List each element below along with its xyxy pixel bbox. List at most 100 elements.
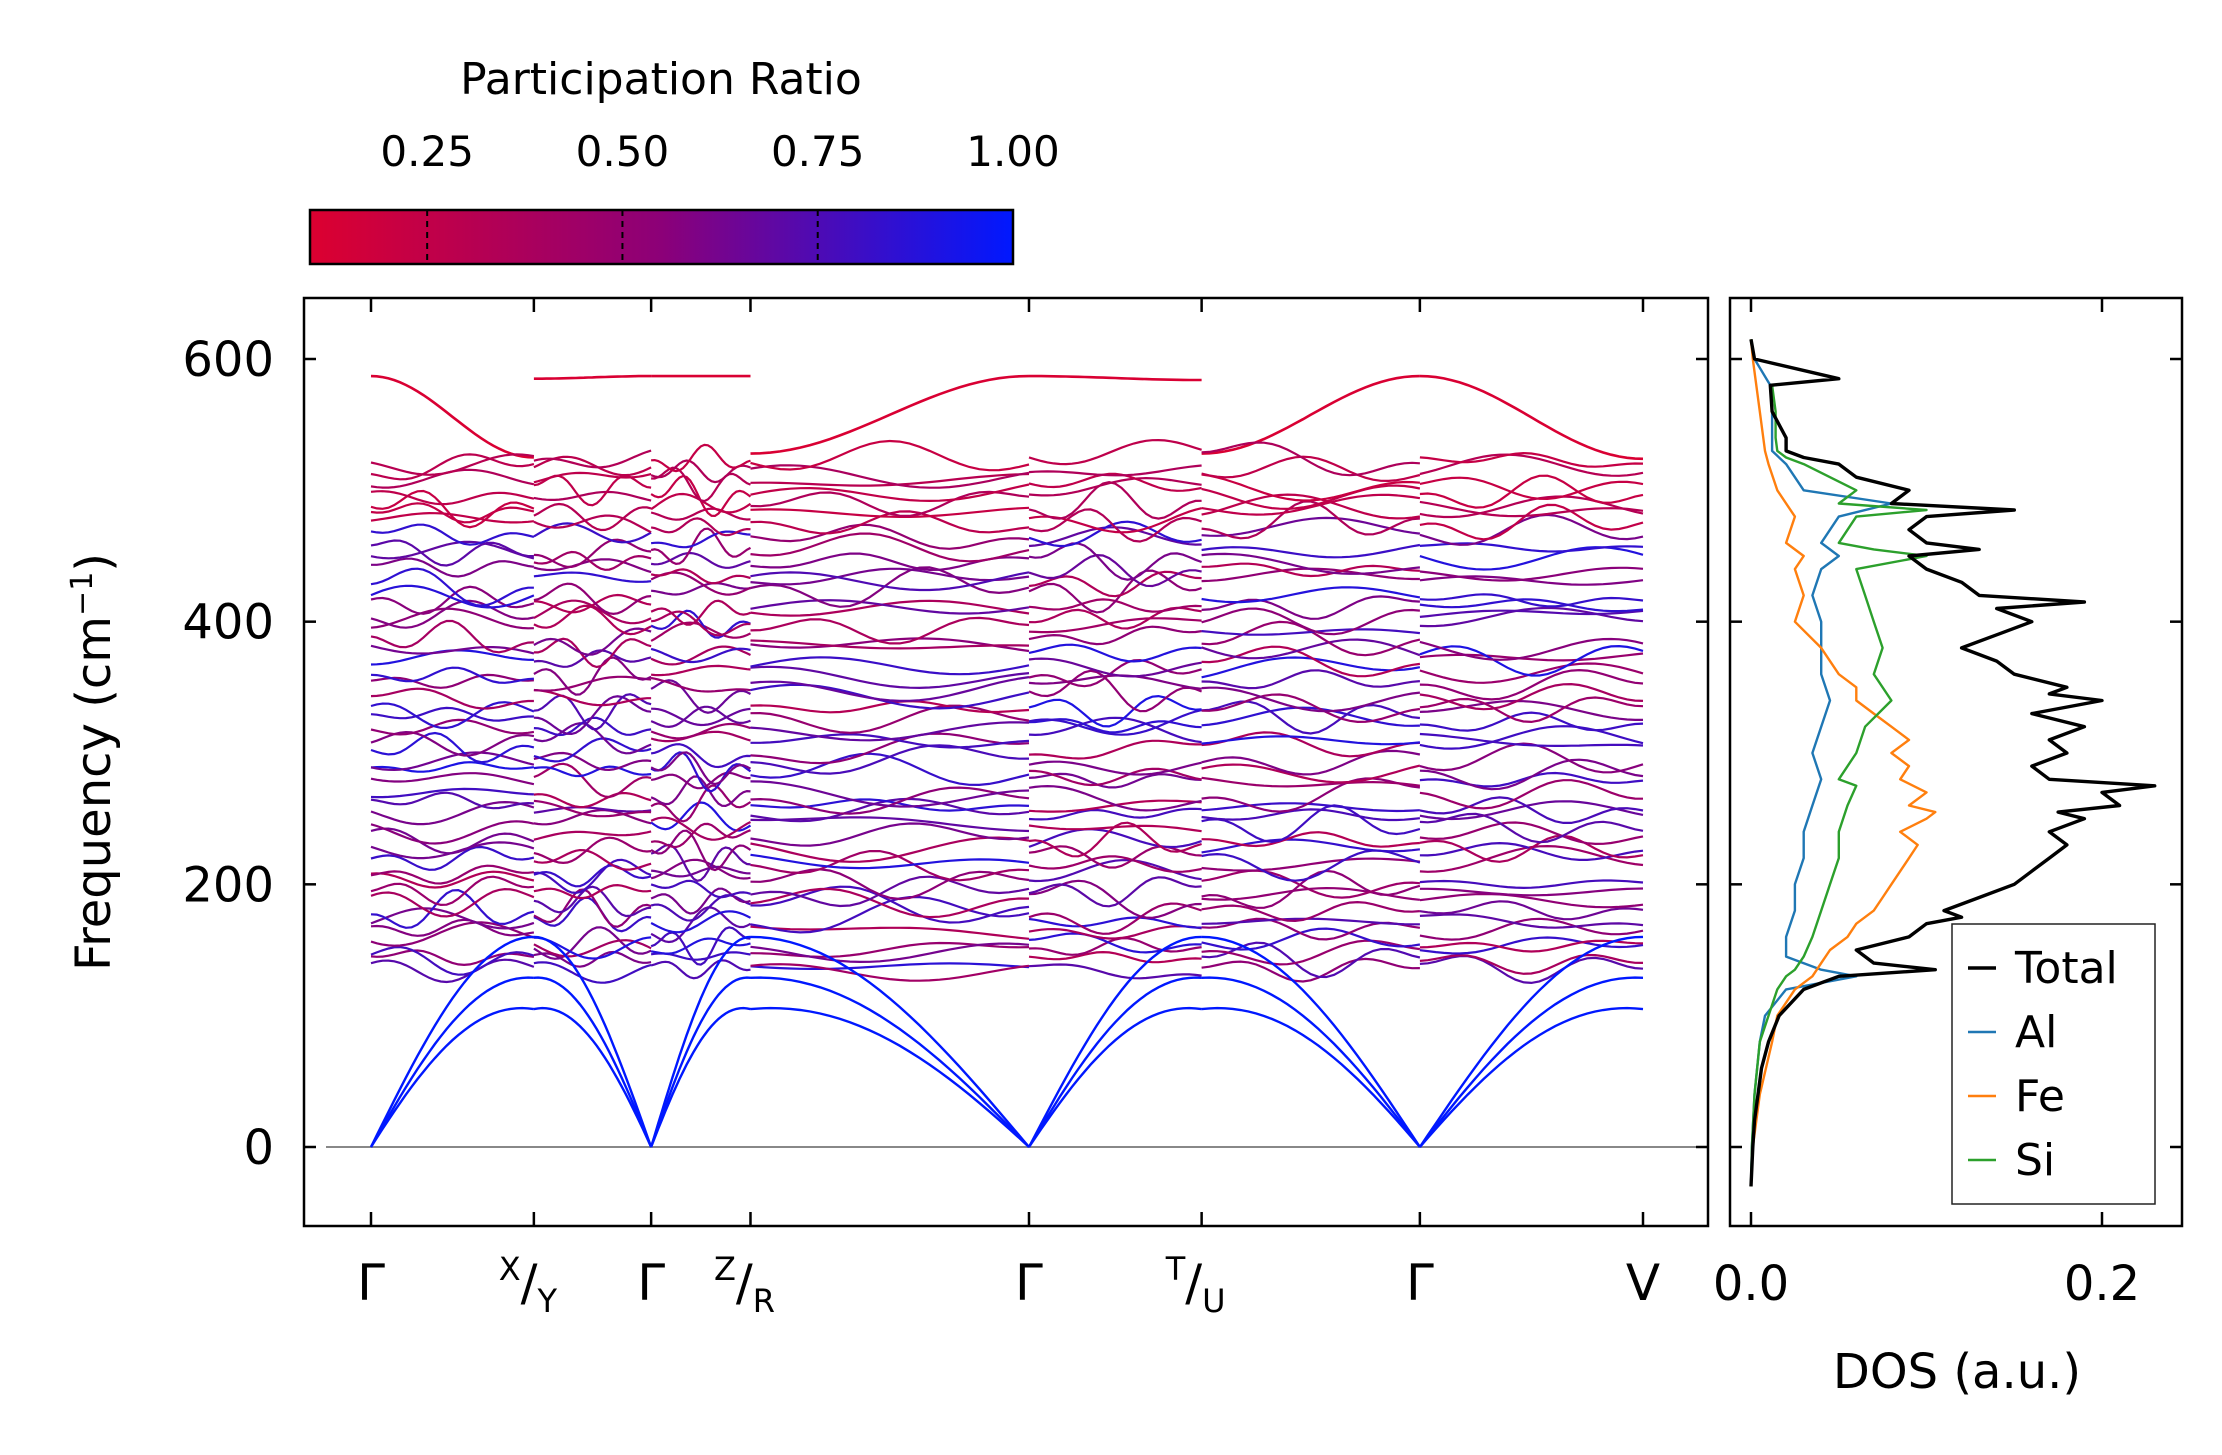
acoustic-band-line bbox=[1201, 935, 1421, 1148]
band-line bbox=[1028, 520, 1202, 548]
band-line bbox=[1028, 472, 1202, 492]
dos-curve-total bbox=[1749, 339, 2157, 1187]
band-line bbox=[750, 656, 1030, 676]
band-line bbox=[533, 885, 652, 918]
band-line bbox=[750, 566, 1030, 608]
band-line bbox=[1419, 900, 1644, 921]
band-line bbox=[750, 683, 1030, 710]
band-y-axis-label: Frequency (cm−1) bbox=[65, 553, 122, 971]
band-line bbox=[1201, 686, 1421, 713]
acoustic-band-line bbox=[369, 1006, 535, 1148]
band-line bbox=[1201, 776, 1421, 788]
band-line bbox=[370, 772, 535, 786]
band-line bbox=[370, 791, 534, 810]
colorbar-gradient bbox=[308, 208, 1015, 266]
band-line bbox=[1201, 562, 1420, 578]
band-line bbox=[1201, 900, 1420, 923]
legend-frame bbox=[1951, 923, 2156, 1205]
band-line bbox=[750, 836, 1030, 863]
band-plot-frame bbox=[302, 296, 1710, 1228]
band-line bbox=[370, 584, 535, 609]
band-line bbox=[650, 722, 751, 740]
dos-plot-frame bbox=[1728, 296, 2184, 1228]
band-line bbox=[370, 374, 534, 459]
band-line bbox=[370, 731, 535, 764]
band-line bbox=[1419, 503, 1644, 541]
band-line bbox=[750, 616, 1030, 645]
band-line bbox=[533, 939, 652, 958]
band-line bbox=[650, 784, 752, 823]
band-line bbox=[650, 609, 751, 639]
band-line bbox=[750, 639, 1030, 650]
band-line bbox=[750, 483, 1030, 503]
legend-label-fe: Fe bbox=[2015, 1071, 2065, 1122]
band-line bbox=[1028, 784, 1202, 812]
band-line bbox=[1419, 668, 1644, 701]
acoustic-band-line bbox=[649, 935, 751, 1148]
band-line bbox=[1419, 593, 1644, 608]
band-line bbox=[750, 676, 1030, 703]
band-line bbox=[750, 822, 1030, 847]
band-line bbox=[1028, 718, 1202, 734]
band-line bbox=[1419, 779, 1644, 810]
band-line bbox=[1028, 828, 1202, 849]
band-line bbox=[533, 936, 652, 960]
band-line bbox=[1028, 845, 1202, 869]
band-k-path-axis: Γ X/Y Γ Z/R Γ T/U Γ V bbox=[357, 298, 1660, 1320]
colorbar-title: Participation Ratio bbox=[460, 54, 862, 105]
band-line bbox=[1419, 834, 1644, 863]
band-line bbox=[1419, 696, 1644, 724]
band-line bbox=[650, 647, 751, 664]
band-line bbox=[1419, 476, 1644, 501]
band-line bbox=[1028, 824, 1202, 833]
band-line bbox=[750, 552, 1030, 572]
band-line bbox=[1201, 628, 1421, 636]
band-line bbox=[1201, 731, 1420, 758]
band-line bbox=[1419, 771, 1644, 788]
colorbar-tick-label: 0.25 bbox=[380, 127, 474, 176]
dos-curve-al bbox=[1749, 339, 1893, 1187]
band-line bbox=[650, 582, 751, 596]
band-line bbox=[650, 751, 752, 786]
band-line bbox=[1201, 516, 1421, 537]
band-line bbox=[1419, 500, 1644, 518]
band-line bbox=[650, 705, 751, 729]
band-line bbox=[533, 896, 652, 933]
band-line bbox=[533, 637, 652, 669]
band-line bbox=[1419, 453, 1644, 477]
band-line bbox=[1201, 607, 1420, 636]
colorbar-ticks: 0.25 0.50 0.75 1.00 bbox=[380, 127, 1060, 264]
band-line bbox=[750, 798, 1030, 812]
band-line bbox=[1028, 476, 1202, 497]
band-line bbox=[1201, 808, 1421, 822]
k-point-label: Γ bbox=[1406, 1254, 1434, 1312]
band-line bbox=[1419, 844, 1644, 873]
band-line bbox=[650, 676, 751, 693]
band-line bbox=[1201, 927, 1421, 951]
band-line bbox=[1028, 963, 1202, 980]
band-line bbox=[1028, 526, 1202, 548]
band-line bbox=[1028, 508, 1202, 543]
band-line bbox=[370, 907, 535, 930]
band-line bbox=[750, 732, 1030, 765]
band-line bbox=[651, 466, 751, 503]
band-line bbox=[370, 875, 534, 907]
band-line bbox=[370, 599, 535, 629]
band-line bbox=[651, 443, 751, 473]
band-line bbox=[533, 593, 652, 614]
band-line bbox=[533, 799, 652, 818]
band-line bbox=[1201, 706, 1420, 727]
band-line bbox=[1028, 625, 1202, 646]
band-line bbox=[750, 464, 1030, 489]
band-line bbox=[1201, 749, 1421, 776]
band-line bbox=[1028, 669, 1203, 713]
band-line bbox=[370, 870, 535, 889]
band-line bbox=[370, 800, 535, 826]
band-line bbox=[1419, 474, 1644, 509]
band-line bbox=[1201, 543, 1421, 559]
legend-label-total: Total bbox=[2014, 943, 2118, 994]
band-line bbox=[1201, 735, 1420, 746]
band-line bbox=[1201, 441, 1420, 477]
band-line bbox=[650, 751, 752, 793]
band-line bbox=[370, 787, 534, 799]
